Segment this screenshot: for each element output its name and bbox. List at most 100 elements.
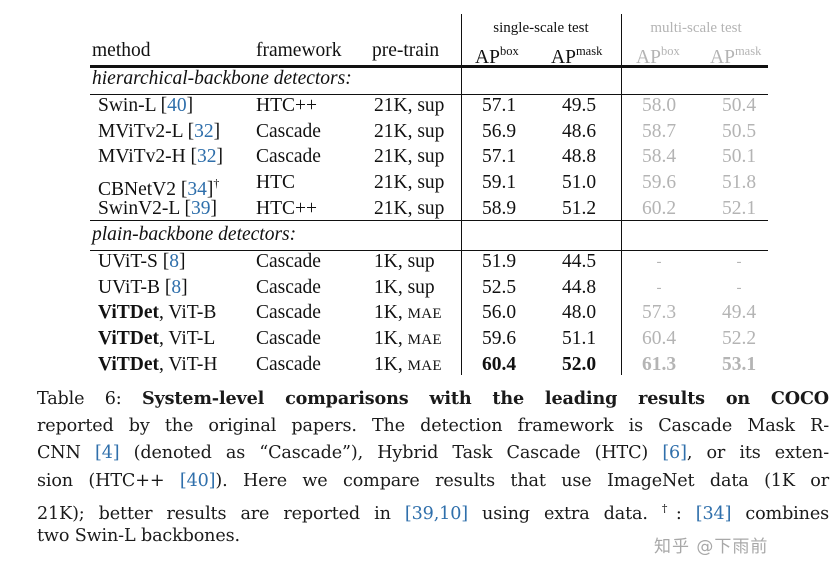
column-divider-multi-scale [621, 14, 623, 375]
cell-framework: HTC++ [256, 197, 317, 219]
header-rule [90, 65, 768, 68]
citation-link[interactable]: 8 [171, 276, 182, 298]
citation-link[interactable]: [39,10] [404, 504, 468, 524]
cell-framework: HTC [256, 172, 295, 194]
cell-method: ViTDet, ViT-H [98, 354, 217, 376]
method-name: CBNetV2 [98, 179, 176, 201]
cell-ss-ap-mask: 51.2 [561, 197, 597, 219]
cell-method: UViT-S [8] [98, 251, 186, 273]
cell-pretrain: 1K, sup [374, 251, 435, 273]
caption-text: using extra data. [467, 504, 662, 524]
method-name: , ViT-H [159, 353, 218, 375]
citation-bracket: [ [162, 251, 170, 272]
mask-superscript: mask [734, 44, 762, 58]
citation-bracket: ] [206, 179, 214, 201]
cell-ms-ap-box: - [656, 254, 662, 270]
cell-ss-ap-box: 59.6 [481, 328, 517, 350]
cell-ss-ap-mask: 48.6 [561, 120, 597, 142]
section-rule [90, 94, 768, 96]
citation-bracket: ] [181, 276, 188, 298]
caption-text: combines [731, 504, 829, 524]
citation-link[interactable]: 39 [190, 197, 211, 219]
citation-bracket: [ [164, 276, 172, 298]
cell-framework: Cascade [256, 251, 321, 272]
citation-link[interactable]: [6] [662, 443, 687, 463]
method-name-bold: ViTDet [98, 353, 160, 375]
cell-ms-ap-box: 57.3 [641, 302, 677, 324]
ap-label: AP [636, 47, 661, 68]
cell-ms-ap-box: 61.3 [641, 353, 677, 375]
citation-bracket: [ [187, 120, 195, 142]
pretrain-text: 1K, sup [374, 276, 435, 298]
section-rule [90, 250, 768, 252]
citation-link[interactable]: 32 [194, 120, 214, 142]
header-framework: framework [256, 40, 342, 61]
cell-ss-ap-mask: 48.8 [561, 146, 597, 168]
cell-framework: Cascade [256, 328, 321, 350]
cell-ss-ap-box: 57.1 [481, 146, 517, 168]
citation-bracket: [ [160, 95, 168, 116]
box-superscript: box [660, 44, 680, 58]
header-ss-ap-mask: APmask [551, 40, 602, 69]
method-name-bold: ViTDet [98, 302, 160, 324]
cell-ss-ap-box: 57.1 [481, 95, 517, 116]
citation-link[interactable]: 32 [197, 146, 217, 168]
citation-link[interactable]: 8 [169, 251, 179, 272]
cell-ms-ap-mask: 53.1 [721, 353, 757, 375]
cell-method: ViTDet, ViT-L [98, 328, 215, 350]
method-name-bold: ViTDet [98, 328, 160, 350]
pretrain-text: 1K, [374, 353, 408, 375]
citation-link[interactable]: [40] [179, 470, 216, 491]
citation-link[interactable]: [4] [95, 443, 120, 463]
header-ms-ap-mask: APmask [710, 40, 761, 69]
method-name: SwinV2-L [98, 197, 180, 219]
method-name: UViT-S [98, 251, 158, 272]
method-name: MViTv2-H [98, 146, 186, 168]
citation-link[interactable]: 40 [167, 95, 187, 116]
header-pretrain: pre-train [372, 40, 440, 61]
cell-pretrain: 21K, sup [374, 172, 444, 194]
cell-method: UViT-B [8] [98, 277, 188, 299]
cell-ms-ap-box: 58.0 [641, 95, 677, 116]
pretrain-text: 1K, [374, 328, 408, 350]
cell-ss-ap-mask: 51.1 [561, 328, 597, 350]
caption-title: System-level comparisons with the leadin… [141, 388, 829, 409]
cell-pretrain: 21K, sup [374, 121, 444, 143]
cell-ms-ap-box: 60.4 [641, 328, 677, 350]
header-ss-ap-box: APbox [475, 40, 519, 69]
mask-superscript: mask [575, 44, 603, 58]
cell-framework: HTC++ [256, 95, 317, 116]
cell-ms-ap-box: 60.2 [641, 197, 677, 219]
caption-text: reported by the original papers. The det… [37, 415, 829, 436]
cell-pretrain: 1K, MAE [374, 328, 442, 351]
cell-ss-ap-box: 58.9 [481, 197, 517, 219]
caption-text: , or its exten- [686, 443, 829, 463]
cell-ms-ap-mask: 52.1 [721, 197, 757, 219]
cell-ms-ap-box: 59.6 [641, 172, 677, 194]
cell-framework: Cascade [256, 302, 321, 324]
citation-link[interactable]: 34 [187, 179, 207, 201]
multi-scale-group-header: multi-scale test [650, 20, 742, 36]
caption-line: CNN [4] (denoted as “Cascade”), Hybrid T… [37, 440, 829, 468]
citation-bracket: [ [180, 179, 188, 201]
results-table: single-scale test multi-scale test metho… [90, 14, 768, 376]
watermark: 知乎 @下雨前 [654, 537, 769, 557]
box-superscript: box [499, 44, 519, 58]
cell-method: ViTDet, ViT-B [98, 302, 216, 324]
caption-text: ). Here we compare results that use Imag… [215, 470, 829, 491]
pretrain-text: 21K, sup [374, 197, 445, 219]
caption-line: Table 6: System-level comparisons with t… [37, 385, 829, 413]
citation-link[interactable]: [34] [695, 504, 732, 524]
caption-line: 21K); better results are reported in [39… [37, 495, 829, 524]
cell-ss-ap-box: 52.5 [481, 276, 517, 298]
ap-label: AP [710, 47, 735, 68]
cell-method: MViTv2-L [32] [98, 121, 220, 143]
cell-pretrain: 1K, sup [374, 277, 435, 299]
pretrain-text: 21K, sup [374, 172, 445, 194]
pretrain-smallcaps: MAE [407, 357, 442, 374]
cell-pretrain: 1K, MAE [374, 302, 442, 325]
cell-framework: Cascade [256, 276, 321, 298]
caption-text: 21K); better results are reported in [37, 504, 405, 524]
citation-bracket: ] [186, 95, 194, 116]
cell-ss-ap-mask: 51.0 [561, 172, 597, 194]
